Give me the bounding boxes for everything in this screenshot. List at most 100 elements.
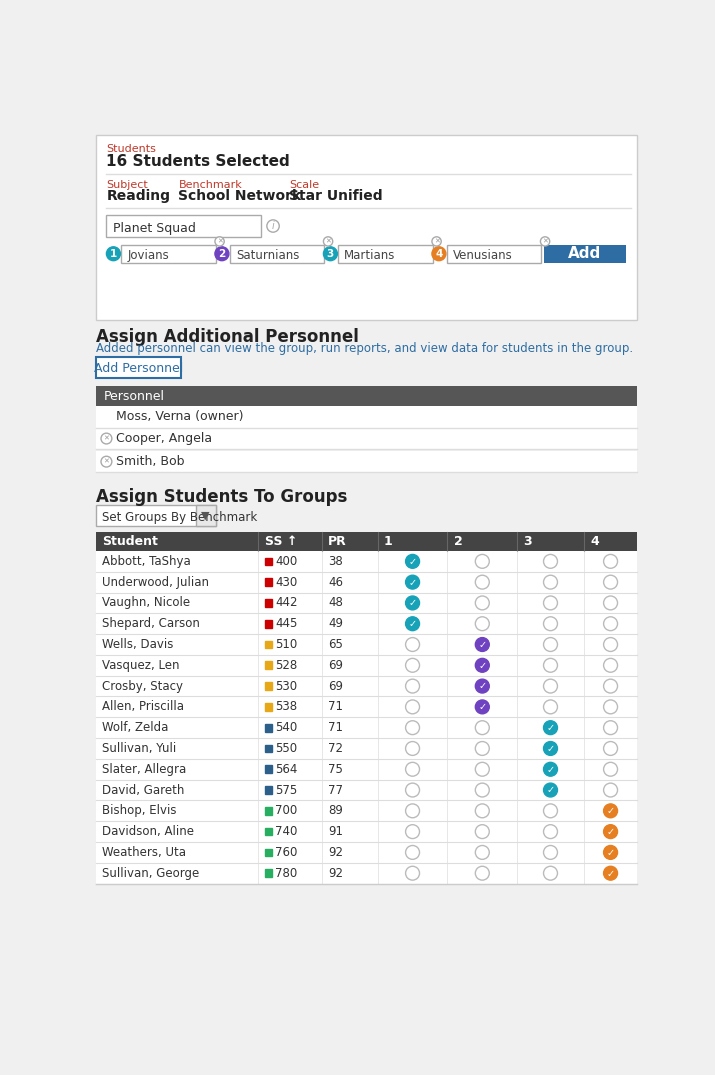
- Circle shape: [101, 433, 112, 444]
- Text: 760: 760: [275, 846, 297, 859]
- Bar: [96, 357, 181, 378]
- Text: Sullivan, Yuli: Sullivan, Yuli: [102, 742, 176, 755]
- Text: Add: Add: [568, 246, 601, 261]
- Text: ✓: ✓: [478, 682, 486, 691]
- Bar: [96, 614, 637, 634]
- Circle shape: [475, 804, 489, 818]
- Circle shape: [541, 236, 550, 246]
- Circle shape: [475, 866, 489, 880]
- Circle shape: [405, 866, 420, 880]
- Text: Slater, Allegra: Slater, Allegra: [102, 763, 186, 776]
- Circle shape: [603, 617, 618, 631]
- Text: 2: 2: [218, 248, 225, 259]
- Circle shape: [475, 637, 489, 651]
- Bar: [96, 572, 637, 592]
- Text: 71: 71: [328, 721, 343, 734]
- Bar: [96, 428, 637, 449]
- Circle shape: [543, 679, 558, 693]
- Circle shape: [405, 742, 420, 756]
- Circle shape: [543, 637, 558, 651]
- Circle shape: [475, 720, 489, 734]
- Bar: [96, 842, 637, 863]
- Circle shape: [405, 658, 420, 672]
- Text: 77: 77: [328, 784, 343, 797]
- Bar: [96, 717, 637, 739]
- Text: 1: 1: [384, 535, 393, 548]
- Circle shape: [603, 658, 618, 672]
- Bar: [265, 723, 272, 731]
- Bar: [265, 578, 272, 586]
- Bar: [121, 244, 216, 263]
- Circle shape: [543, 845, 558, 859]
- Text: ✕: ✕: [433, 239, 440, 245]
- Text: 550: 550: [275, 742, 297, 755]
- Text: ✓: ✓: [408, 599, 417, 608]
- Text: ▼: ▼: [202, 511, 210, 520]
- Text: Star Unified: Star Unified: [290, 189, 383, 203]
- Text: ✓: ✓: [478, 661, 486, 671]
- Circle shape: [603, 866, 618, 880]
- Bar: [265, 848, 272, 857]
- Text: 75: 75: [328, 763, 343, 776]
- Text: Cooper, Angela: Cooper, Angela: [117, 432, 212, 445]
- Text: Vasquez, Len: Vasquez, Len: [102, 659, 179, 672]
- Bar: [447, 244, 541, 263]
- Text: ✓: ✓: [408, 577, 417, 588]
- Circle shape: [475, 679, 489, 693]
- Bar: [96, 532, 637, 551]
- Bar: [96, 821, 637, 842]
- Bar: [96, 655, 637, 676]
- Text: 3: 3: [327, 248, 334, 259]
- Bar: [265, 683, 272, 690]
- Circle shape: [543, 575, 558, 589]
- Text: Benchmark: Benchmark: [179, 180, 242, 190]
- Text: Underwood, Julian: Underwood, Julian: [102, 575, 209, 589]
- Text: 510: 510: [275, 639, 297, 651]
- Circle shape: [405, 845, 420, 859]
- Circle shape: [475, 845, 489, 859]
- Text: Sullivan, George: Sullivan, George: [102, 866, 199, 879]
- Circle shape: [405, 679, 420, 693]
- Circle shape: [603, 804, 618, 818]
- Circle shape: [405, 783, 420, 797]
- Text: ✓: ✓: [606, 848, 615, 858]
- Text: 538: 538: [275, 701, 297, 714]
- Circle shape: [543, 783, 558, 797]
- Text: 69: 69: [328, 659, 343, 672]
- Text: SS ↑: SS ↑: [265, 535, 297, 548]
- Bar: [265, 745, 272, 752]
- Text: Allen, Priscilla: Allen, Priscilla: [102, 701, 184, 714]
- Bar: [96, 863, 637, 884]
- Text: ✓: ✓: [606, 827, 615, 837]
- Circle shape: [475, 658, 489, 672]
- Circle shape: [543, 617, 558, 631]
- Circle shape: [603, 575, 618, 589]
- Text: Assign Additional Personnel: Assign Additional Personnel: [96, 328, 358, 346]
- Text: Venusians: Venusians: [453, 249, 513, 262]
- Text: Personnel: Personnel: [104, 390, 164, 403]
- Text: Abbott, TaShya: Abbott, TaShya: [102, 555, 190, 568]
- Bar: [265, 620, 272, 628]
- Text: Crosby, Stacy: Crosby, Stacy: [102, 679, 183, 692]
- Circle shape: [215, 236, 225, 246]
- Text: ✓: ✓: [546, 744, 555, 754]
- Text: ✕: ✕: [104, 435, 109, 442]
- Circle shape: [603, 700, 618, 714]
- Circle shape: [323, 247, 337, 260]
- Circle shape: [405, 596, 420, 610]
- Text: Subject: Subject: [107, 180, 148, 190]
- Circle shape: [405, 804, 420, 818]
- Text: Set Groups By Benchmark: Set Groups By Benchmark: [102, 511, 257, 524]
- Circle shape: [543, 742, 558, 756]
- Bar: [96, 759, 637, 779]
- Text: 540: 540: [275, 721, 297, 734]
- Text: 528: 528: [275, 659, 297, 672]
- Bar: [265, 703, 272, 711]
- Text: ✕: ✕: [217, 239, 222, 245]
- Circle shape: [543, 555, 558, 569]
- Circle shape: [543, 825, 558, 838]
- Circle shape: [603, 742, 618, 756]
- Text: ✓: ✓: [408, 619, 417, 629]
- Text: Students: Students: [107, 144, 157, 155]
- Circle shape: [475, 596, 489, 610]
